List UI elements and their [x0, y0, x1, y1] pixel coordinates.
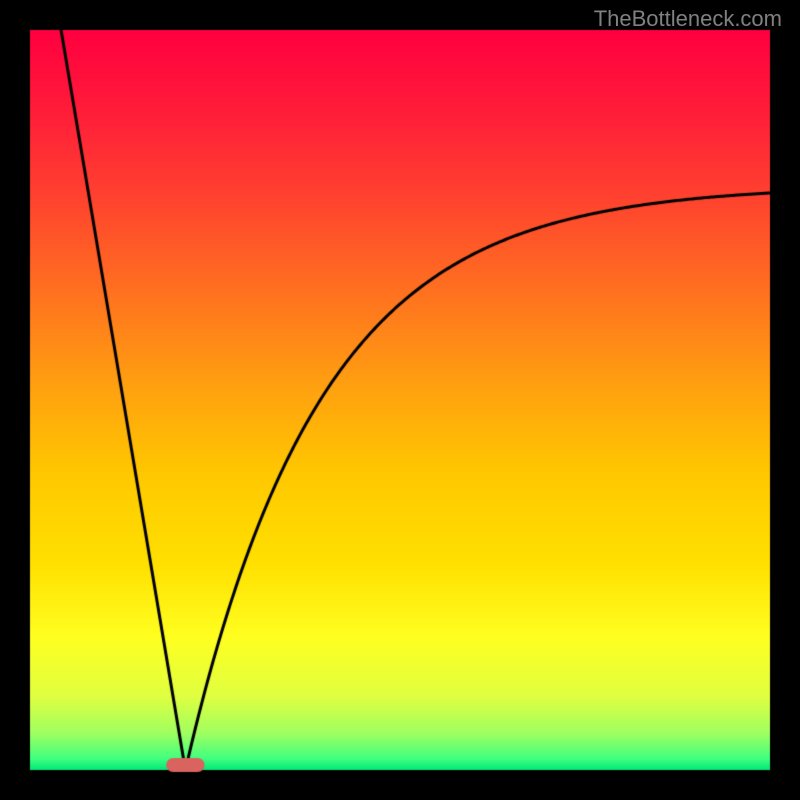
watermark-text: TheBottleneck.com — [594, 6, 782, 32]
bottleneck-chart — [0, 0, 800, 800]
